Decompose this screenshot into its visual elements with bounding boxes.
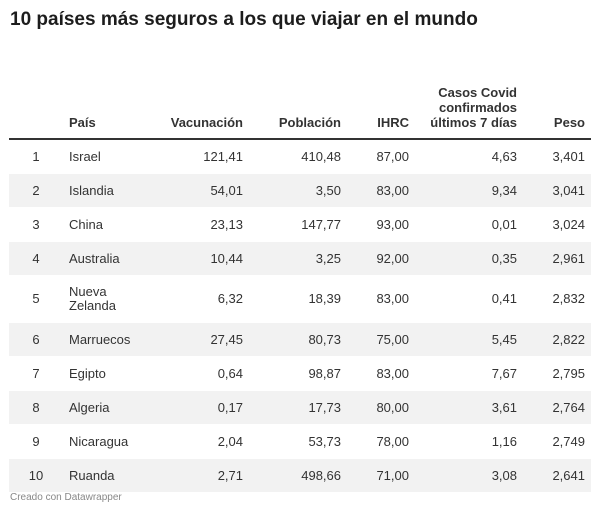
table-row: 8 Algeria 0,17 17,73 80,00 3,61 2,764: [9, 390, 591, 425]
vaccination-cell: 121,41: [149, 139, 249, 174]
ihrc-cell: 92,00: [347, 241, 415, 276]
rank-cell: 10: [9, 458, 63, 493]
vaccination-cell: 0,64: [149, 356, 249, 391]
table-row: 6 Marruecos 27,45 80,73 75,00 5,45 2,822: [9, 322, 591, 357]
weight-cell: 2,961: [523, 241, 591, 276]
rank-cell: 2: [9, 173, 63, 208]
covid-cases-cell: 0,01: [415, 207, 523, 242]
population-cell: 3,50: [249, 173, 347, 208]
weight-cell: 2,764: [523, 390, 591, 425]
rank-cell: 7: [9, 356, 63, 391]
ihrc-cell: 93,00: [347, 207, 415, 242]
rank-cell: 8: [9, 390, 63, 425]
weight-cell: 3,024: [523, 207, 591, 242]
table-row: 7 Egipto 0,64 98,87 83,00 7,67 2,795: [9, 356, 591, 391]
column-header-rank: [9, 52, 63, 140]
weight-cell: 2,795: [523, 356, 591, 391]
rank-cell: 3: [9, 207, 63, 242]
covid-cases-cell: 7,67: [415, 356, 523, 391]
table-row: 10 Ruanda 2,71 498,66 71,00 3,08 2,641: [9, 458, 591, 493]
country-cell: Marruecos: [63, 322, 149, 357]
ihrc-cell: 71,00: [347, 458, 415, 493]
chart-title: 10 países más seguros a los que viajar e…: [10, 9, 478, 30]
column-header-population: Población: [249, 52, 347, 140]
country-cell: Ruanda: [63, 458, 149, 493]
rank-cell: 9: [9, 424, 63, 459]
covid-cases-cell: 0,35: [415, 241, 523, 276]
vaccination-cell: 27,45: [149, 322, 249, 357]
table-row: 2 Islandia 54,01 3,50 83,00 9,34 3,041: [9, 173, 591, 208]
rank-cell: 1: [9, 139, 63, 174]
weight-cell: 3,401: [523, 139, 591, 174]
country-cell: Nicaragua: [63, 424, 149, 459]
vaccination-cell: 54,01: [149, 173, 249, 208]
population-cell: 80,73: [249, 322, 347, 357]
population-cell: 3,25: [249, 241, 347, 276]
covid-cases-cell: 5,45: [415, 322, 523, 357]
population-cell: 410,48: [249, 139, 347, 174]
column-header-weight: Peso: [523, 52, 591, 140]
table-row: 5 Nueva Zelanda 6,32 18,39 83,00 0,41 2,832: [9, 275, 591, 323]
ihrc-cell: 83,00: [347, 173, 415, 208]
country-cell: China: [63, 207, 149, 242]
ihrc-cell: 78,00: [347, 424, 415, 459]
footer-credit: Creado con Datawrapper: [10, 492, 122, 503]
rank-cell: 6: [9, 322, 63, 357]
rank-cell: 4: [9, 241, 63, 276]
country-cell: Nueva Zelanda: [63, 275, 149, 323]
table-row: 9 Nicaragua 2,04 53,73 78,00 1,16 2,749: [9, 424, 591, 459]
ihrc-cell: 75,00: [347, 322, 415, 357]
vaccination-cell: 6,32: [149, 275, 249, 323]
country-cell: Algeria: [63, 390, 149, 425]
population-cell: 17,73: [249, 390, 347, 425]
table-row: 4 Australia 10,44 3,25 92,00 0,35 2,961: [9, 241, 591, 276]
population-cell: 18,39: [249, 275, 347, 323]
column-header-country: País: [63, 52, 149, 140]
table-row: 1 Israel 121,41 410,48 87,00 4,63 3,401: [9, 139, 591, 174]
country-cell: Islandia: [63, 173, 149, 208]
weight-cell: 3,041: [523, 173, 591, 208]
population-cell: 53,73: [249, 424, 347, 459]
ihrc-cell: 83,00: [347, 275, 415, 323]
covid-cases-cell: 9,34: [415, 173, 523, 208]
header-row: País Vacunación Población IHRC Casos Cov…: [9, 52, 591, 140]
weight-cell: 2,641: [523, 458, 591, 493]
country-cell: Australia: [63, 241, 149, 276]
table-body: 1 Israel 121,41 410,48 87,00 4,63 3,401 2 Island…: [9, 139, 591, 493]
country-cell: Israel: [63, 139, 149, 174]
population-cell: 147,77: [249, 207, 347, 242]
vaccination-cell: 10,44: [149, 241, 249, 276]
covid-cases-cell: 3,08: [415, 458, 523, 493]
weight-cell: 2,822: [523, 322, 591, 357]
column-header-vaccination: Vacunación: [149, 52, 249, 140]
weight-cell: 2,832: [523, 275, 591, 323]
covid-cases-cell: 1,16: [415, 424, 523, 459]
ihrc-cell: 80,00: [347, 390, 415, 425]
vaccination-cell: 0,17: [149, 390, 249, 425]
covid-cases-cell: 3,61: [415, 390, 523, 425]
column-header-covid-cases: Casos Covid confirmados últimos 7 días: [415, 52, 523, 140]
population-cell: 98,87: [249, 356, 347, 391]
table-row: 3 China 23,13 147,77 93,00 0,01 3,024: [9, 207, 591, 242]
ihrc-cell: 87,00: [347, 139, 415, 174]
data-table: País Vacunación Población IHRC Casos Cov…: [9, 52, 591, 493]
vaccination-cell: 2,04: [149, 424, 249, 459]
weight-cell: 2,749: [523, 424, 591, 459]
vaccination-cell: 2,71: [149, 458, 249, 493]
vaccination-cell: 23,13: [149, 207, 249, 242]
column-header-ihrc: IHRC: [347, 52, 415, 140]
rank-cell: 5: [9, 275, 63, 323]
covid-cases-cell: 4,63: [415, 139, 523, 174]
covid-cases-cell: 0,41: [415, 275, 523, 323]
population-cell: 498,66: [249, 458, 347, 493]
ihrc-cell: 83,00: [347, 356, 415, 391]
country-cell: Egipto: [63, 356, 149, 391]
